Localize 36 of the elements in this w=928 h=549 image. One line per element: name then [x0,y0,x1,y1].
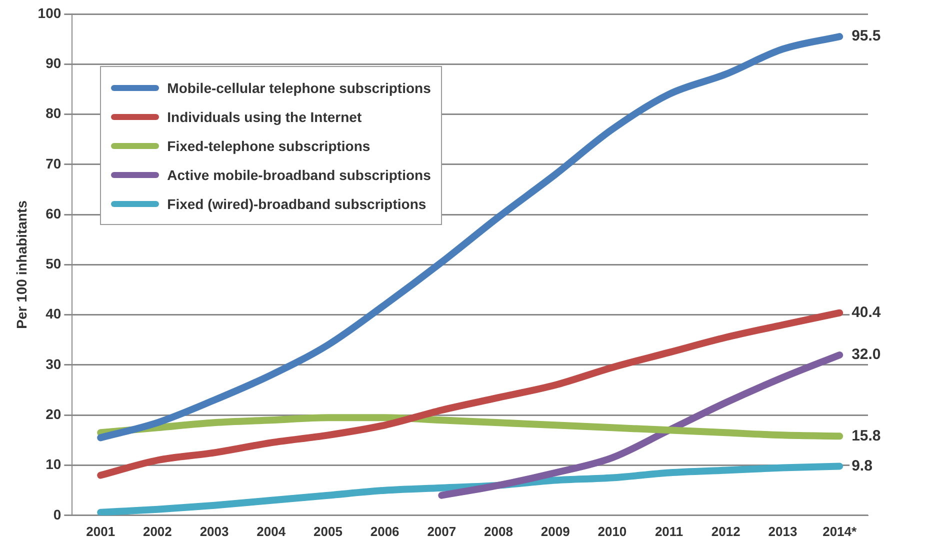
y-tick-label: 40 [46,306,62,322]
legend-label: Fixed-telephone subscriptions [167,138,370,154]
y-tick-label: 90 [46,55,62,71]
y-tick-label: 0 [53,506,62,522]
x-tick-label: 2014* [822,524,858,539]
x-tick-label: 2007 [427,524,456,539]
y-tick-label: 20 [46,406,62,422]
x-tick-label: 2005 [314,524,342,539]
x-tick-label: 2008 [484,524,513,539]
y-tick-label: 30 [46,356,62,372]
y-tick-label: 60 [46,205,62,222]
x-tick-label: 2012 [711,524,740,539]
y-tick-label: 70 [46,155,62,172]
x-tick-label: 2010 [598,524,627,539]
data-label: 40.4 [852,304,882,321]
y-tick-label: 100 [38,4,62,21]
data-label: 15.8 [852,427,881,444]
x-tick-label: 2001 [86,524,116,539]
data-label: 95.5 [852,28,881,45]
y-tick-label: 80 [46,105,62,122]
legend-label: Fixed (wired)-broadband subscriptions [167,196,426,212]
data-label: 32.0 [852,346,881,364]
x-tick-label: 2003 [200,524,229,539]
legend-label: Individuals using the Internet [167,108,362,124]
x-tick-label: 2004 [256,524,286,539]
legend-label: Active mobile-broadband subscriptions [167,166,431,182]
data-label: 9.8 [852,457,872,474]
x-tick-label: 2011 [654,524,684,539]
x-tick-label: 2006 [370,524,400,539]
x-tick-label: 2013 [768,524,798,539]
y-tick-label: 10 [46,456,62,472]
x-tick-label: 2009 [540,524,570,539]
y-axis-title: Per 100 inhabitants [13,200,30,329]
x-tick-label: 2002 [142,524,172,539]
y-tick-label: 50 [46,256,62,272]
legend-label: Mobile-cellular telephone subscriptions [167,80,431,96]
